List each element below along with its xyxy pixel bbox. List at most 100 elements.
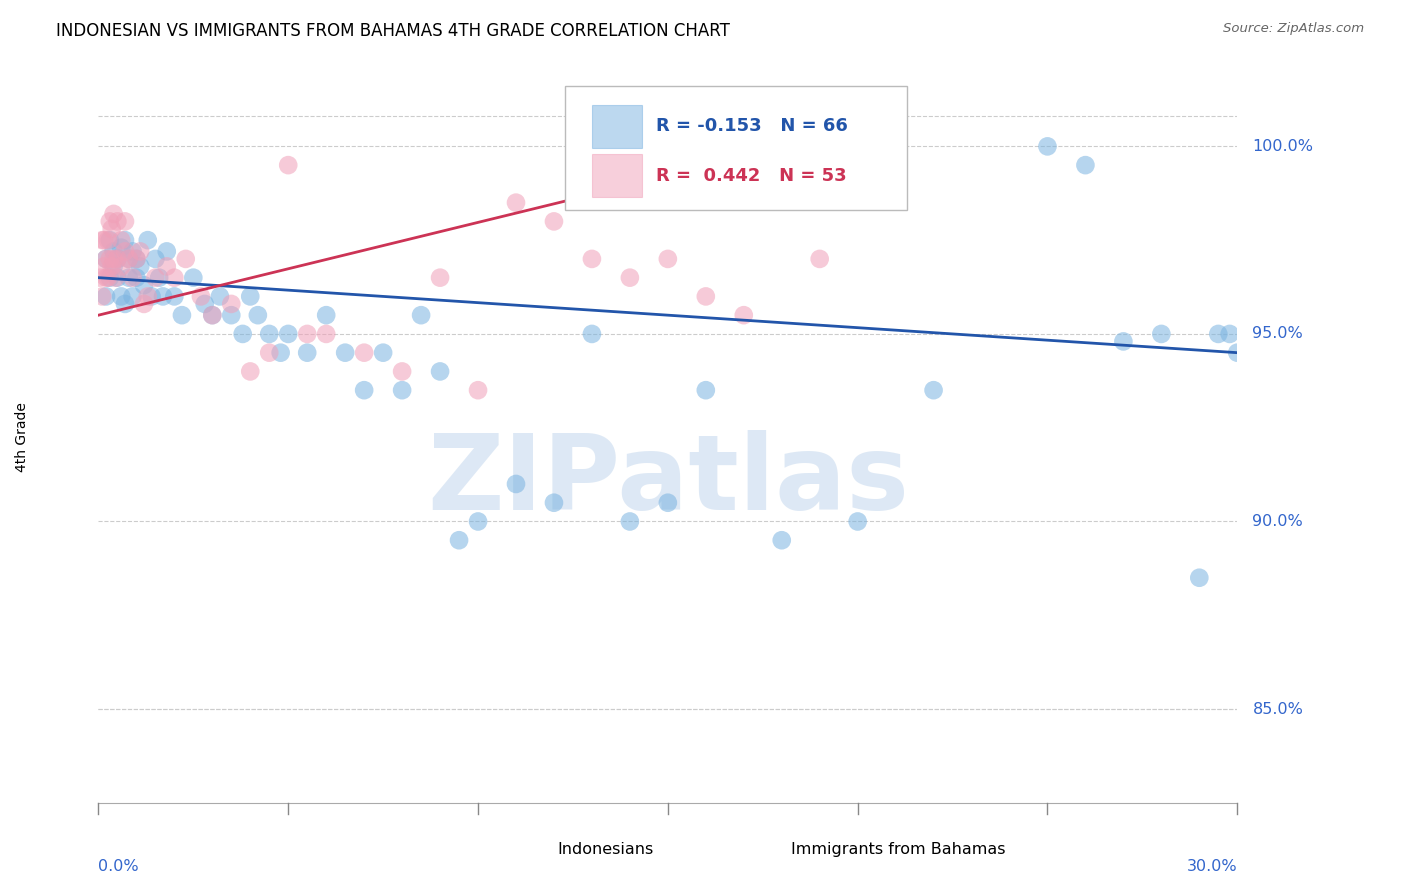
- Point: [114, 244, 136, 259]
- Point: [695, 289, 717, 303]
- Point: [114, 233, 136, 247]
- Point: [221, 297, 243, 311]
- Point: [505, 195, 527, 210]
- Point: [94, 252, 117, 266]
- FancyBboxPatch shape: [592, 154, 641, 197]
- Point: [447, 533, 470, 548]
- Point: [100, 222, 122, 236]
- Point: [110, 241, 132, 255]
- Point: [770, 533, 793, 548]
- Point: [239, 289, 262, 303]
- Point: [246, 308, 269, 322]
- Point: [94, 252, 117, 266]
- Point: [581, 326, 603, 341]
- Point: [100, 260, 122, 274]
- Point: [163, 270, 186, 285]
- Point: [297, 345, 319, 359]
- FancyBboxPatch shape: [505, 835, 555, 864]
- Point: [581, 252, 603, 266]
- FancyBboxPatch shape: [565, 86, 907, 211]
- Point: [145, 270, 167, 285]
- Point: [1074, 158, 1097, 172]
- Point: [89, 270, 111, 285]
- Point: [156, 244, 179, 259]
- Point: [922, 383, 945, 397]
- Point: [129, 260, 152, 274]
- Point: [619, 270, 641, 285]
- Text: 30.0%: 30.0%: [1187, 859, 1237, 874]
- Point: [93, 233, 115, 247]
- Point: [429, 364, 451, 378]
- Point: [808, 252, 831, 266]
- Point: [125, 252, 148, 266]
- Point: [411, 308, 433, 322]
- Point: [98, 270, 121, 285]
- Point: [121, 289, 143, 303]
- Point: [118, 270, 141, 285]
- Point: [114, 297, 136, 311]
- Point: [163, 289, 186, 303]
- Point: [110, 233, 132, 247]
- Point: [232, 326, 254, 341]
- Text: 95.0%: 95.0%: [1253, 326, 1303, 342]
- Point: [277, 158, 299, 172]
- Point: [353, 345, 375, 359]
- Point: [91, 233, 114, 247]
- Point: [770, 120, 793, 135]
- Point: [183, 270, 205, 285]
- Point: [1112, 334, 1135, 349]
- Point: [1188, 571, 1211, 585]
- Point: [170, 308, 193, 322]
- Point: [371, 345, 394, 359]
- Point: [270, 345, 292, 359]
- Point: [110, 289, 132, 303]
- Point: [315, 326, 337, 341]
- Point: [239, 364, 262, 378]
- Point: [94, 270, 117, 285]
- Point: [136, 233, 159, 247]
- Point: [156, 260, 179, 274]
- Point: [93, 260, 115, 274]
- Point: [145, 252, 167, 266]
- Text: ZIPatlas: ZIPatlas: [427, 430, 908, 532]
- Point: [107, 252, 129, 266]
- Point: [107, 270, 129, 285]
- Text: 0.0%: 0.0%: [98, 859, 139, 874]
- Point: [657, 252, 679, 266]
- Point: [695, 383, 717, 397]
- Text: 90.0%: 90.0%: [1253, 514, 1303, 529]
- Point: [429, 270, 451, 285]
- FancyBboxPatch shape: [592, 104, 641, 148]
- Point: [543, 496, 565, 510]
- Point: [148, 270, 170, 285]
- Point: [103, 244, 125, 259]
- Point: [98, 233, 121, 247]
- Point: [208, 289, 231, 303]
- Point: [129, 244, 152, 259]
- Point: [277, 326, 299, 341]
- Point: [297, 326, 319, 341]
- Point: [107, 214, 129, 228]
- Point: [141, 289, 163, 303]
- Point: [335, 345, 357, 359]
- Point: [104, 270, 127, 285]
- Point: [1150, 326, 1173, 341]
- Text: Indonesians: Indonesians: [557, 842, 654, 857]
- Text: 4th Grade: 4th Grade: [15, 402, 30, 472]
- Point: [201, 308, 224, 322]
- Point: [619, 515, 641, 529]
- Point: [125, 270, 148, 285]
- Point: [103, 252, 125, 266]
- Point: [201, 308, 224, 322]
- Point: [733, 308, 755, 322]
- Point: [174, 252, 197, 266]
- Point: [467, 383, 489, 397]
- Text: INDONESIAN VS IMMIGRANTS FROM BAHAMAS 4TH GRADE CORRELATION CHART: INDONESIAN VS IMMIGRANTS FROM BAHAMAS 4T…: [56, 22, 730, 40]
- Point: [657, 496, 679, 510]
- Point: [121, 270, 143, 285]
- Point: [121, 244, 143, 259]
- Point: [132, 278, 155, 293]
- Text: Immigrants from Bahamas: Immigrants from Bahamas: [790, 842, 1005, 857]
- Text: 100.0%: 100.0%: [1253, 139, 1313, 154]
- Point: [118, 252, 141, 266]
